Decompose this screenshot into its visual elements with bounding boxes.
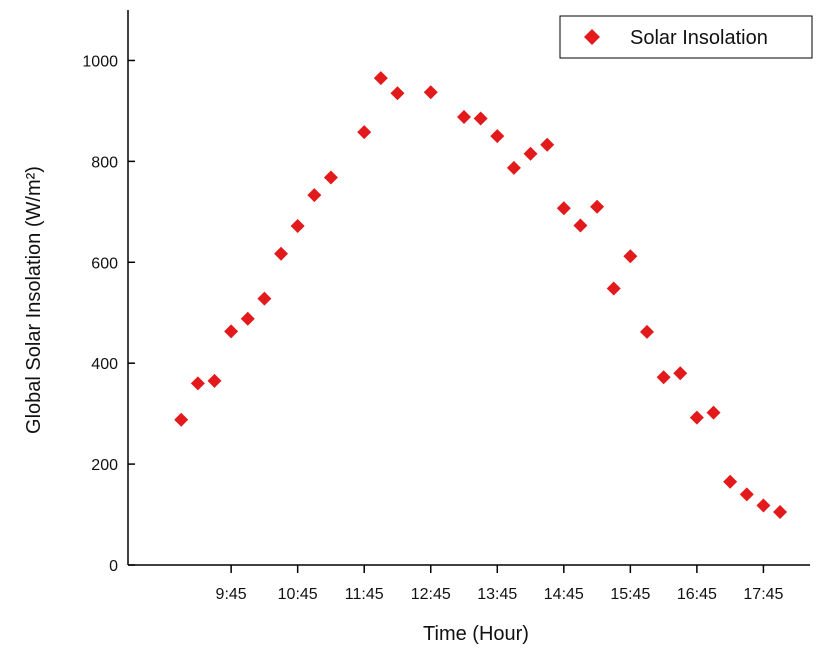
x-tick-label: 11:45 (345, 586, 384, 603)
point (207, 373, 222, 388)
point (590, 199, 605, 214)
point (323, 170, 338, 185)
point (490, 129, 505, 144)
point (457, 109, 472, 124)
point (606, 281, 621, 296)
point (523, 146, 538, 161)
point (423, 85, 438, 100)
y-tick-label: 400 (91, 356, 118, 373)
point (706, 405, 721, 420)
point (540, 137, 555, 152)
y-tick-label: 800 (91, 154, 118, 171)
point (723, 474, 738, 489)
point (506, 160, 521, 175)
y-axis-label: Global Solar Insolation (W/m²) (23, 166, 45, 434)
point (257, 291, 272, 306)
x-tick-label: 10:45 (278, 586, 318, 603)
point (290, 218, 305, 233)
point (190, 376, 205, 391)
point (357, 125, 372, 140)
x-axis-label: Time (Hour) (423, 623, 529, 645)
legend-label: Solar Insolation (630, 27, 768, 49)
point (307, 188, 322, 203)
y-tick-label: 600 (91, 255, 118, 272)
point (373, 71, 388, 86)
x-tick-label: 13:45 (477, 586, 517, 603)
point (623, 249, 638, 264)
point (673, 366, 688, 381)
x-tick-label: 14:45 (544, 586, 584, 603)
point (556, 201, 571, 216)
legend-marker (584, 29, 600, 45)
point (773, 505, 788, 520)
x-tick-label: 15:45 (610, 586, 650, 603)
x-tick-label: 12:45 (411, 586, 451, 603)
legend-box (559, 15, 813, 59)
point (224, 324, 239, 339)
point (656, 370, 671, 385)
point (573, 218, 588, 233)
point (274, 246, 289, 261)
point (240, 311, 255, 326)
point (756, 498, 771, 513)
point (689, 410, 704, 425)
point (390, 86, 405, 101)
y-tick-label: 0 (109, 558, 118, 575)
point (174, 412, 189, 427)
x-tick-label: 16:45 (677, 586, 717, 603)
point (473, 111, 488, 126)
point (639, 324, 654, 339)
x-tick-label: 17:45 (743, 586, 783, 603)
x-tick-label: 9:45 (216, 586, 247, 603)
y-tick-label: 1000 (82, 53, 118, 70)
y-tick-label: 200 (91, 457, 118, 474)
point (739, 487, 754, 502)
